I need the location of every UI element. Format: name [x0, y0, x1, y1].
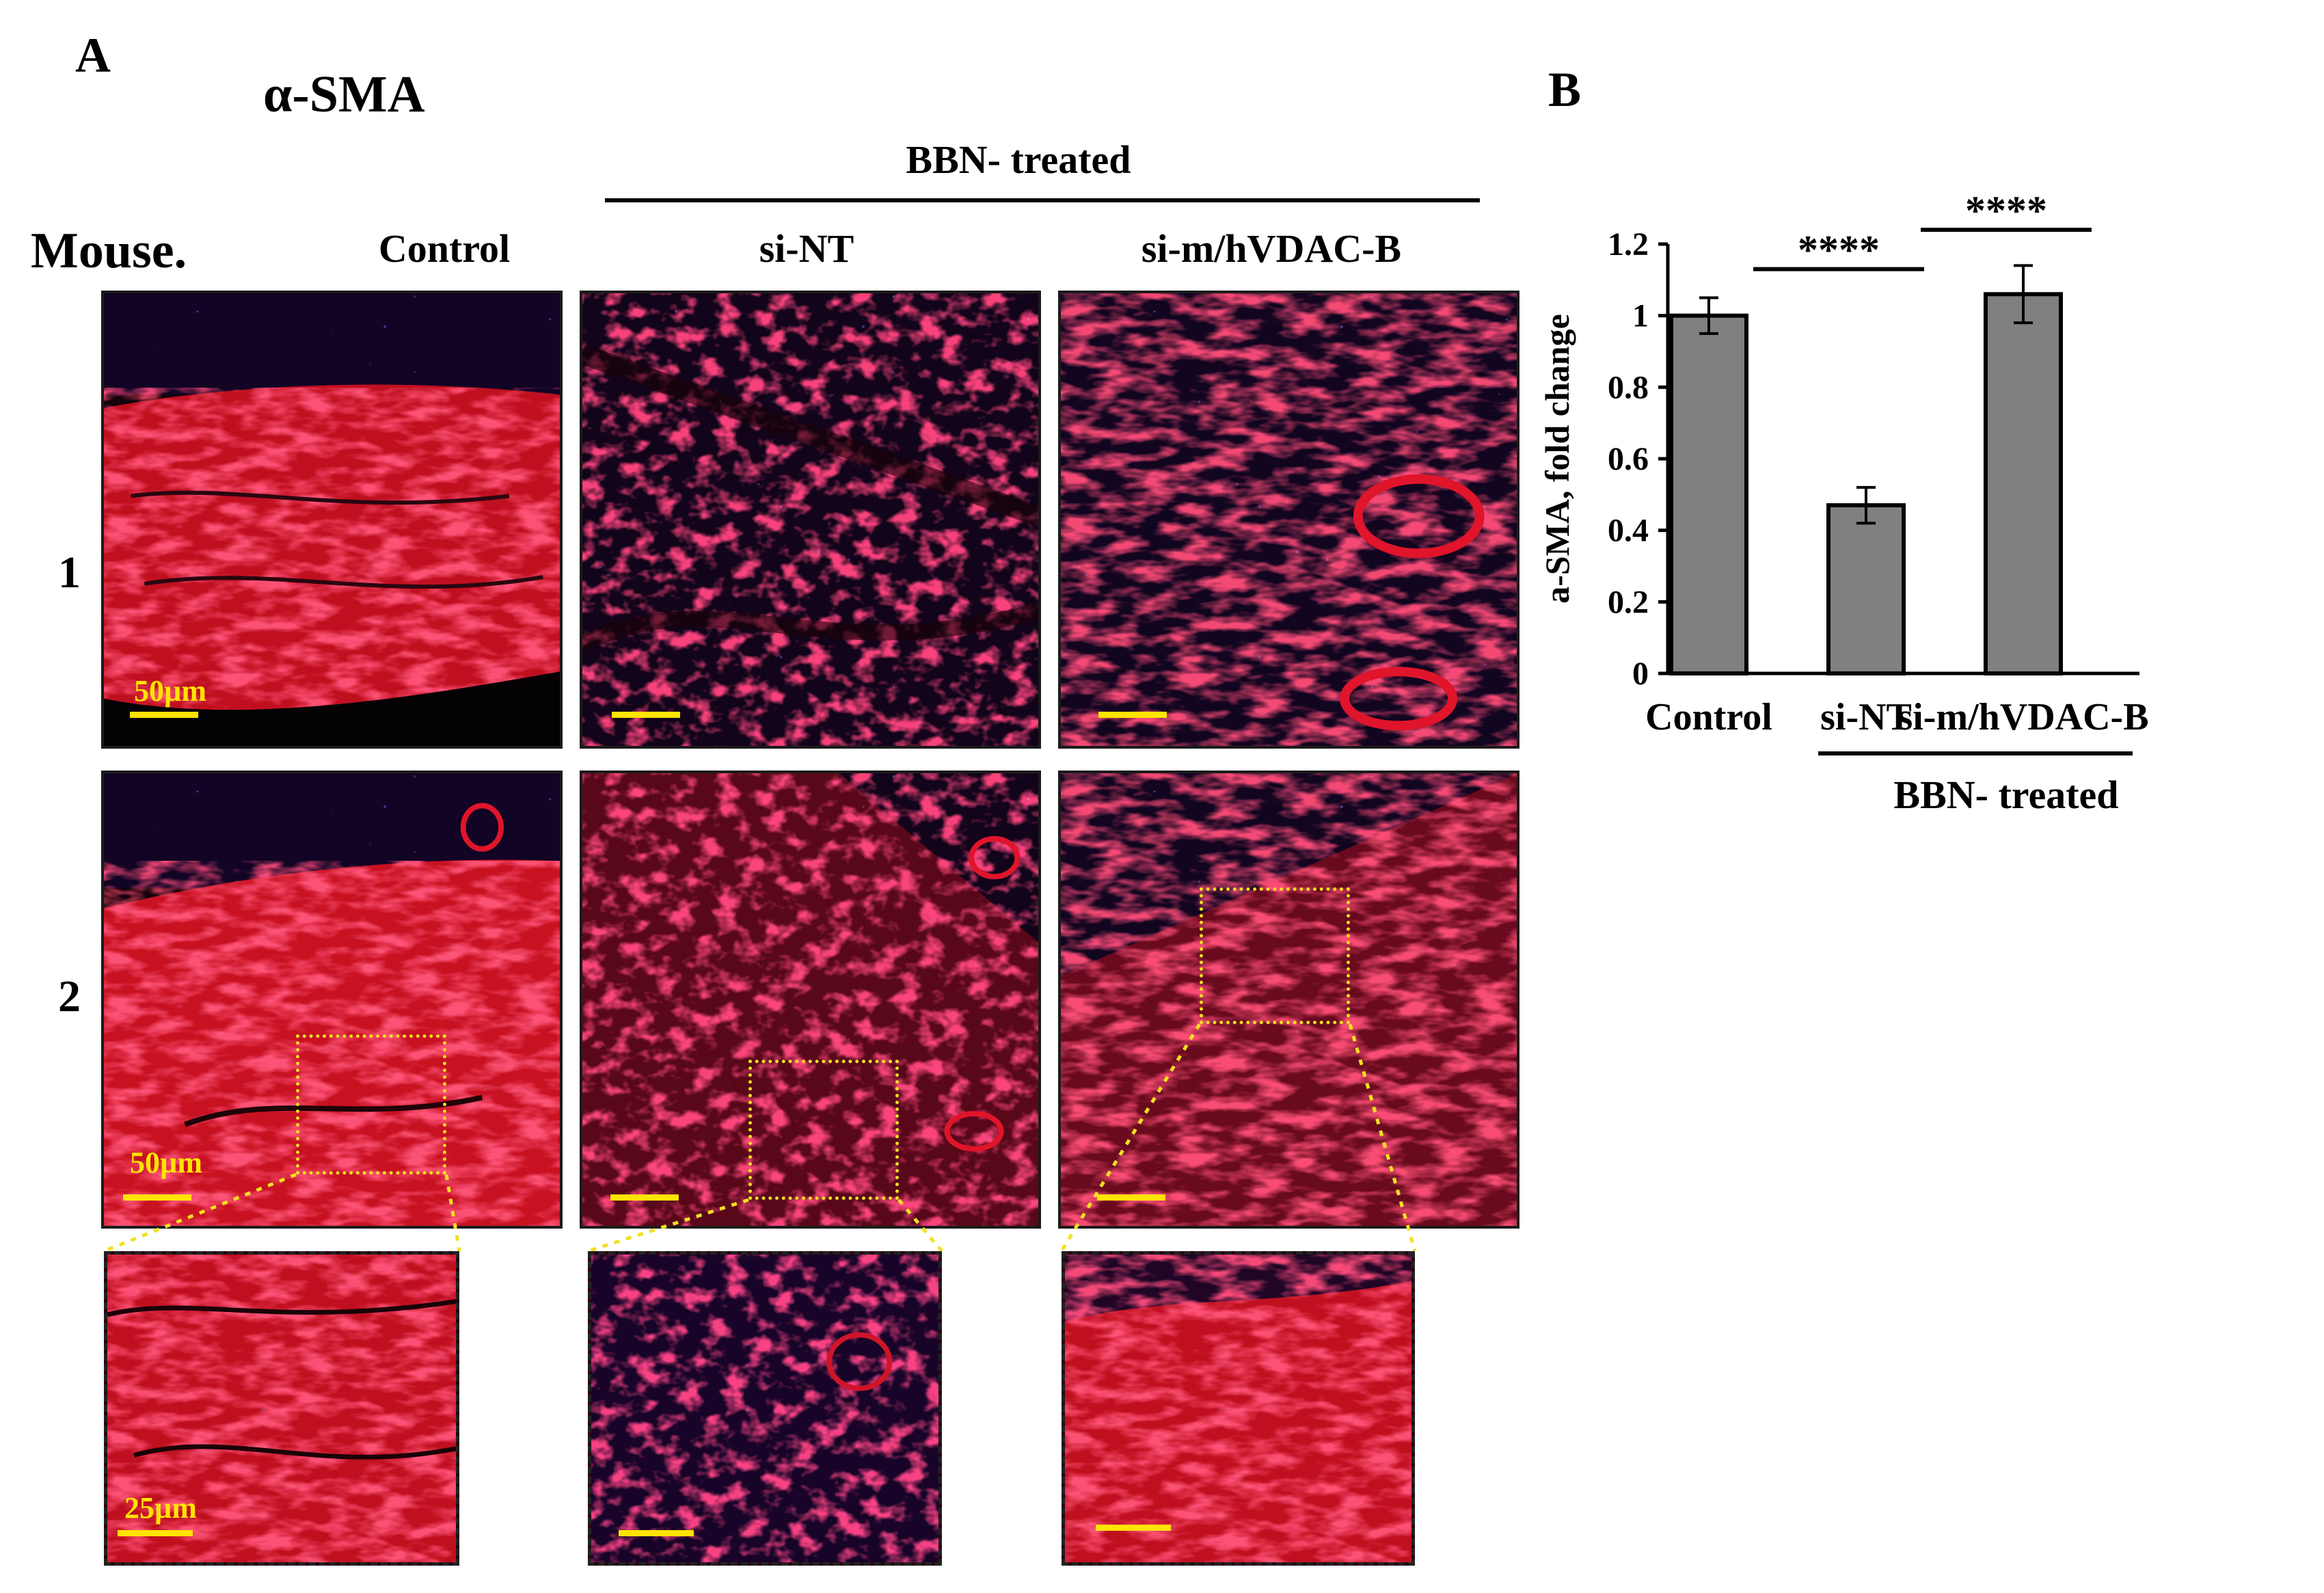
scale-bar-label-control-1: 50µm: [134, 674, 207, 708]
roi-control: [296, 1034, 446, 1175]
significance-stars: ****: [1798, 228, 1880, 273]
bar-1: [1669, 313, 1748, 675]
column-label-control: Control: [378, 226, 511, 271]
micrograph-si-vdac-mouse-1: [1058, 291, 1519, 749]
scale-bar-control-2: [123, 1194, 191, 1201]
micrograph-control-mouse-1: [101, 291, 563, 749]
y-tick-label: 1: [1632, 298, 1649, 334]
bbn-treated-rule-a: [605, 198, 1480, 202]
mouse-label: Mouse.: [31, 223, 187, 279]
scale-bar-si-nt-2: [610, 1194, 679, 1201]
scale-bar-zoom-control: [118, 1530, 193, 1536]
micrograph-si-nt-mouse-1: [580, 291, 1041, 749]
y-tick-label: 1.2: [1608, 226, 1649, 263]
y-tick-label: 0: [1632, 656, 1649, 692]
row-label-2: 2: [58, 972, 81, 1021]
scale-bar-label-control-2: 50µm: [130, 1146, 203, 1179]
y-tick-label: 0.4: [1608, 513, 1649, 549]
scale-bar-si-nt-1: [612, 712, 680, 718]
micrograph-si-nt-mouse-2: [580, 771, 1041, 1229]
panel-b-letter: B: [1548, 62, 1582, 117]
significance-stars: ****: [1965, 191, 2047, 233]
bar-3: [1984, 292, 2063, 675]
column-label-si-vdac: si-m/hVDAC-B: [1141, 226, 1402, 271]
zoom-inset-si-vdac: [1062, 1251, 1415, 1566]
scale-bar-zoom-si-nt: [619, 1530, 694, 1536]
row-label-1: 1: [58, 548, 81, 598]
y-tick-label: 0.2: [1608, 584, 1649, 620]
y-axis-label: a-SMA, fold change: [1538, 314, 1576, 604]
roi-si-nt: [748, 1060, 899, 1200]
scale-bar-label-zoom: 25µm: [124, 1491, 198, 1525]
micrograph-si-vdac-mouse-2: [1058, 771, 1519, 1229]
x-category-label: Control: [1645, 696, 1772, 738]
zoom-inset-si-nt: [588, 1251, 942, 1566]
bbn-treated-label-b: BBN- treated: [1893, 773, 2118, 817]
bar-2: [1826, 503, 1906, 675]
zoom-connectors: [103, 1023, 1417, 1253]
zoom-inset-control: [104, 1251, 459, 1566]
column-label-si-nt: si-NT: [759, 226, 854, 271]
scale-bar-zoom-si-vdac: [1096, 1525, 1171, 1531]
scale-bar-si-vdac-1: [1098, 712, 1167, 718]
bbn-treated-label-a: BBN- treated: [906, 137, 1131, 182]
roi-si-vdac: [1200, 887, 1350, 1024]
scale-bar-si-vdac-2: [1097, 1194, 1165, 1201]
scale-bar-control-1: [130, 712, 198, 718]
y-tick-label: 0.8: [1608, 369, 1649, 405]
panel-a-letter: A: [75, 28, 111, 83]
bar-chart-svg: 0 0.2 0.4 0.6 0.8 1 1.2 a-SMA, fold change Contr…: [1538, 191, 2149, 817]
bar-chart: 0 0.2 0.4 0.6 0.8 1 1.2 a-SMA, fold change Contr…: [1504, 191, 2324, 875]
marker-title: α-SMA: [263, 66, 425, 123]
x-category-label: si-NT: [1820, 696, 1912, 738]
x-category-label: si-m/hVDAC-B: [1897, 696, 2148, 738]
y-tick-label: 0.6: [1608, 441, 1649, 477]
